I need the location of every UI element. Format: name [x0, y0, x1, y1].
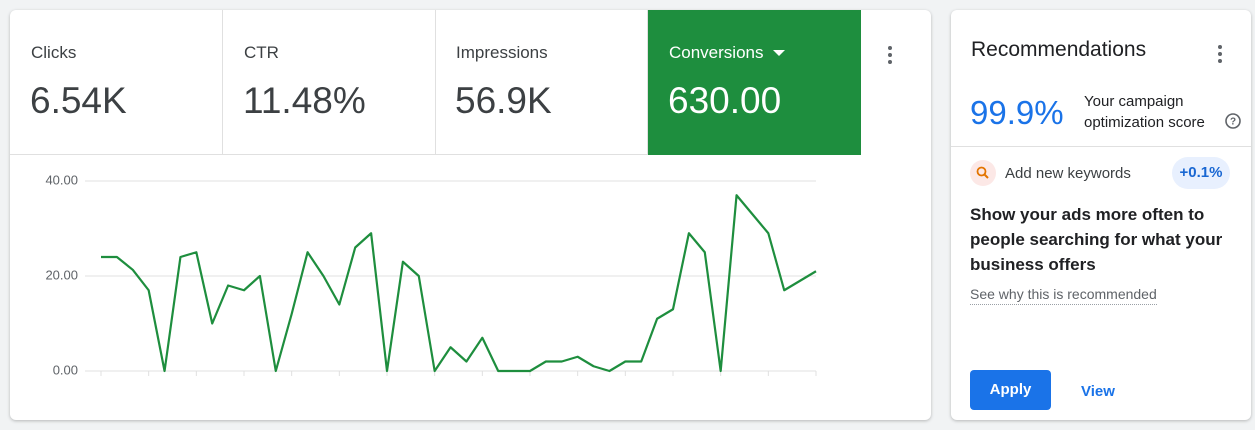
y-tick-label: 20.00 [45, 267, 78, 282]
uplift-badge: +0.1% [1172, 157, 1230, 189]
help-icon[interactable]: ? [1224, 112, 1242, 130]
metric-tab[interactable]: CTR 11.48% [223, 10, 436, 155]
metric-label: Impressions [456, 43, 548, 62]
metric-label: Clicks [31, 43, 77, 62]
metric-value: 6.54K [30, 80, 127, 121]
metric-label-text: Conversions [669, 43, 764, 62]
dropdown-arrow [773, 50, 786, 56]
recommendation-type: Add new keywords [1005, 165, 1131, 182]
metric-tab[interactable]: Impressions 56.9K [435, 10, 648, 155]
view-button[interactable]: View [1081, 383, 1115, 400]
metric-label: Conversions [669, 43, 786, 63]
divider [951, 146, 1251, 147]
y-tick-label: 40.00 [45, 172, 78, 187]
performance-card: Clicks 6.54K CTR 11.48% Impressions 56.9K C… [10, 10, 931, 420]
more-menu[interactable] [1218, 45, 1222, 66]
why-link[interactable]: See why this is recommended [970, 286, 1157, 305]
more-menu[interactable] [888, 46, 892, 67]
metric-value: 11.48% [243, 80, 366, 121]
metric-label: CTR [244, 43, 279, 62]
metric-tab[interactable]: Clicks 6.54K [10, 10, 223, 155]
apply-button[interactable]: Apply [970, 370, 1051, 410]
recommendations-card: Recommendations 99.9% Your campaign opti… [951, 10, 1251, 420]
chart: 0.00 20.00 40.00 [45, 172, 817, 377]
y-tick-label: 0.00 [53, 362, 78, 377]
card-title: Recommendations [971, 38, 1147, 61]
recommendation-headline: Show your ads more often to people searc… [970, 205, 1223, 274]
optimization-score: 99.9% [970, 94, 1064, 131]
conversions-line [101, 194, 817, 373]
metric-value: 630.00 [668, 80, 782, 121]
keyword-icon [970, 160, 996, 186]
score-label: Your campaign optimization score [1084, 93, 1205, 131]
svg-text:?: ? [1230, 117, 1236, 128]
metric-value: 56.9K [455, 80, 552, 121]
metric-tab[interactable]: Conversions 630.00 [648, 10, 861, 155]
